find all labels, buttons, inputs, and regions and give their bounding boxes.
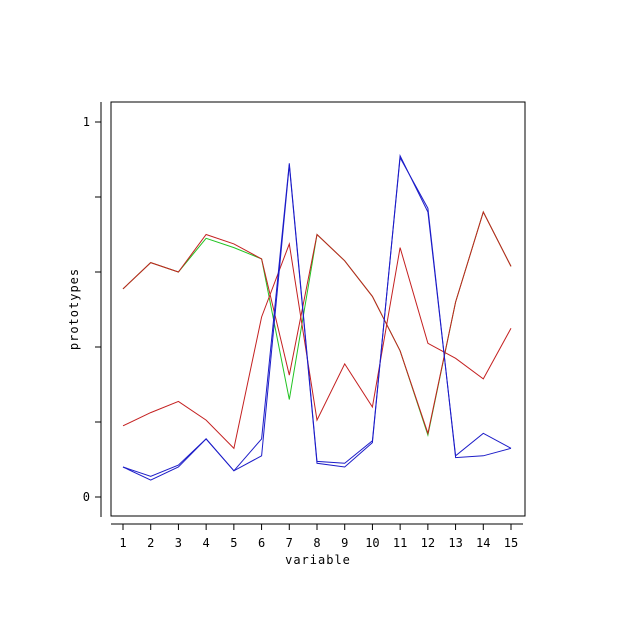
x-tick-label: 4 [203, 536, 210, 550]
x-axis-title: variable [285, 553, 351, 567]
x-tick-label: 7 [286, 536, 293, 550]
x-tick-label: 10 [365, 536, 379, 550]
x-tick-label: 1 [119, 536, 126, 550]
y-tick-label: 0 [83, 490, 90, 504]
x-tick-label: 2 [147, 536, 154, 550]
x-tick-label: 9 [341, 536, 348, 550]
series-line-2 [122, 210, 512, 436]
series-line-5 [122, 154, 512, 481]
x-tick-label: 3 [175, 536, 182, 550]
series-line-1 [122, 210, 512, 438]
plot-frame [110, 101, 526, 517]
x-tick-label: 11 [393, 536, 407, 550]
series-line-3 [122, 241, 512, 450]
series-layer [122, 154, 512, 481]
x-tick-label: 13 [448, 536, 462, 550]
y-axis-title: prototypes [67, 268, 81, 350]
x-tick-label: 6 [258, 536, 265, 550]
x-tick-label: 14 [476, 536, 490, 550]
x-tick-label: 15 [504, 536, 518, 550]
y-axis: 01 [83, 102, 102, 517]
x-axis: 1 2 3 4 5 6 7 8 9 10 11 12 13 14 15 [111, 523, 523, 550]
y-tick-label: 1 [83, 115, 90, 129]
x-tick-label: 5 [230, 536, 237, 550]
x-tick-label: 8 [313, 536, 320, 550]
x-tick-label: 12 [421, 536, 435, 550]
